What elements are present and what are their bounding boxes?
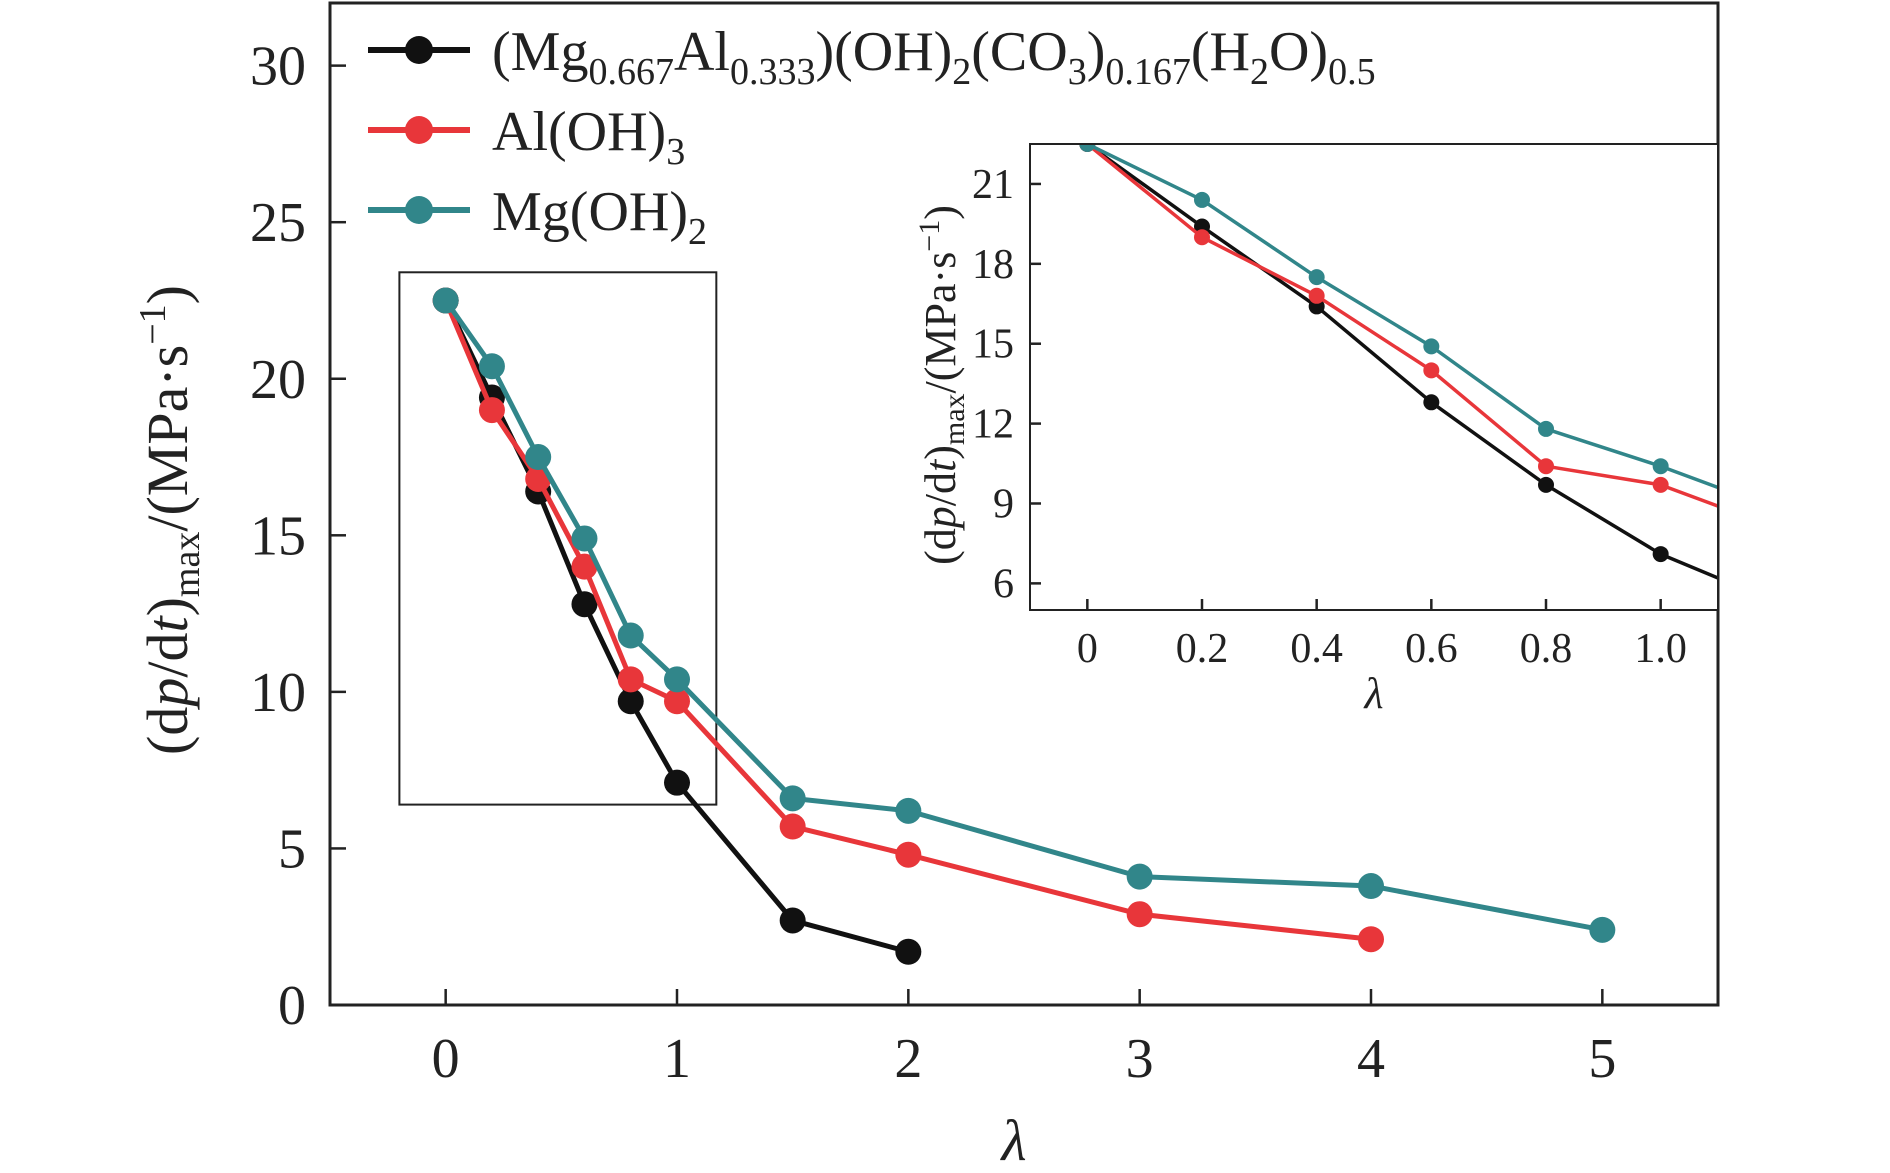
data-point-0 xyxy=(617,688,644,715)
inset-x-axis-title: λ xyxy=(1362,669,1383,718)
data-point-1 xyxy=(895,841,922,868)
inset-x-tick-label: 0.2 xyxy=(1176,626,1229,672)
zoom-region-box xyxy=(398,271,718,806)
y-tick-label: 0 xyxy=(278,975,306,1037)
inset-data-point-0 xyxy=(1652,546,1669,563)
data-point-2 xyxy=(1589,916,1616,943)
inset-data-point-0 xyxy=(1423,394,1440,411)
data-point-2 xyxy=(779,785,806,812)
inset-data-point-2 xyxy=(1652,458,1669,475)
inset-x-tick-label: 0.8 xyxy=(1520,626,1573,672)
data-point-0 xyxy=(779,907,806,934)
inset-data-point-2 xyxy=(1079,144,1096,152)
inset-data-point-1 xyxy=(1423,362,1440,379)
inset-data-point-2 xyxy=(1194,191,1210,208)
y-tick-label: 15 xyxy=(250,505,306,567)
data-point-1 xyxy=(664,688,690,715)
x-tick-label: 0 xyxy=(432,1028,460,1090)
x-tick-label: 3 xyxy=(1126,1028,1154,1090)
data-point-0 xyxy=(571,591,598,618)
data-point-2 xyxy=(478,353,505,380)
inset-data-point-1 xyxy=(1194,229,1210,246)
data-point-1 xyxy=(1126,901,1153,928)
data-point-2 xyxy=(1126,863,1153,890)
inset-frame xyxy=(1029,143,1719,611)
inset-data-point-0 xyxy=(1538,476,1554,493)
data-point-2 xyxy=(525,444,552,471)
legend-label: Mg(OH)2 xyxy=(492,181,707,253)
x-tick-label: 1 xyxy=(663,1028,691,1090)
inset-data-point-1 xyxy=(1652,476,1669,493)
inset-y-tick-label: 6 xyxy=(993,561,1014,607)
inset-plot: 6 9 12 15 18 21 0 0.2 0.4 0.6 0.8 1.0 λ (dp/dt)max/(M… xyxy=(913,143,1719,718)
legend-swatch-marker xyxy=(405,36,433,64)
legend: (Mg0.667Al0.333)(OH)2(CO3)0.167(H2O)0.5 A… xyxy=(368,21,1376,253)
data-point-2 xyxy=(617,622,644,649)
inset-data-point-1 xyxy=(1308,287,1325,304)
data-point-0 xyxy=(664,769,690,796)
y-tick-label: 10 xyxy=(250,662,306,724)
x-tick-label: 4 xyxy=(1357,1028,1385,1090)
data-point-1 xyxy=(1358,926,1384,953)
inset-data-point-2 xyxy=(1308,269,1325,286)
data-point-1 xyxy=(571,553,598,580)
inset-y-tick-label: 15 xyxy=(972,322,1014,368)
legend-swatch-marker xyxy=(405,116,433,144)
inset-y-tick-label: 12 xyxy=(972,402,1014,448)
data-point-2 xyxy=(1358,873,1384,900)
inset-series-group xyxy=(1079,144,1718,580)
legend-swatch-marker xyxy=(405,196,433,224)
inset-data-point-1 xyxy=(1538,458,1554,475)
data-point-2 xyxy=(895,797,922,824)
x-tick-label: 2 xyxy=(894,1028,922,1090)
data-point-0 xyxy=(895,938,922,965)
inset-x-tick-label: 1.0 xyxy=(1634,626,1687,672)
inset-y-tick-label: 21 xyxy=(972,162,1014,208)
data-point-2 xyxy=(664,666,690,693)
inset-data-point-2 xyxy=(1423,338,1440,355)
y-tick-label: 5 xyxy=(278,818,306,880)
x-axis-title: λ xyxy=(999,1108,1026,1173)
inset-y-tick-label: 18 xyxy=(972,242,1014,288)
inset-y-axis-title: (dp/dt)max/(MPa·s−1) xyxy=(913,205,971,565)
y-axis-title: (dp/dt)max/(MPa·s−1) xyxy=(132,285,208,755)
legend-label: (Mg0.667Al0.333)(OH)2(CO3)0.167(H2O)0.5 xyxy=(492,21,1376,93)
inset-x-tick-label: 0 xyxy=(1077,626,1098,672)
y-tick-label: 30 xyxy=(250,36,306,98)
y-tick-label: 25 xyxy=(250,192,306,254)
legend-label: Al(OH)3 xyxy=(492,101,685,173)
y-tick-label: 20 xyxy=(250,349,306,411)
data-point-2 xyxy=(571,525,598,552)
inset-background xyxy=(1030,144,1718,610)
data-point-1 xyxy=(617,666,644,693)
inset-y-tick-label: 9 xyxy=(993,481,1014,527)
x-tick-label: 5 xyxy=(1588,1028,1616,1090)
data-point-1 xyxy=(779,813,806,840)
inset-x-tick-label: 0.4 xyxy=(1290,626,1343,672)
series-line-1 xyxy=(443,299,1372,942)
inset-x-tick-label: 0.6 xyxy=(1405,626,1458,672)
data-point-2 xyxy=(432,287,459,314)
series-line-0 xyxy=(443,299,909,955)
data-point-1 xyxy=(478,397,505,424)
inset-data-point-2 xyxy=(1538,420,1554,437)
